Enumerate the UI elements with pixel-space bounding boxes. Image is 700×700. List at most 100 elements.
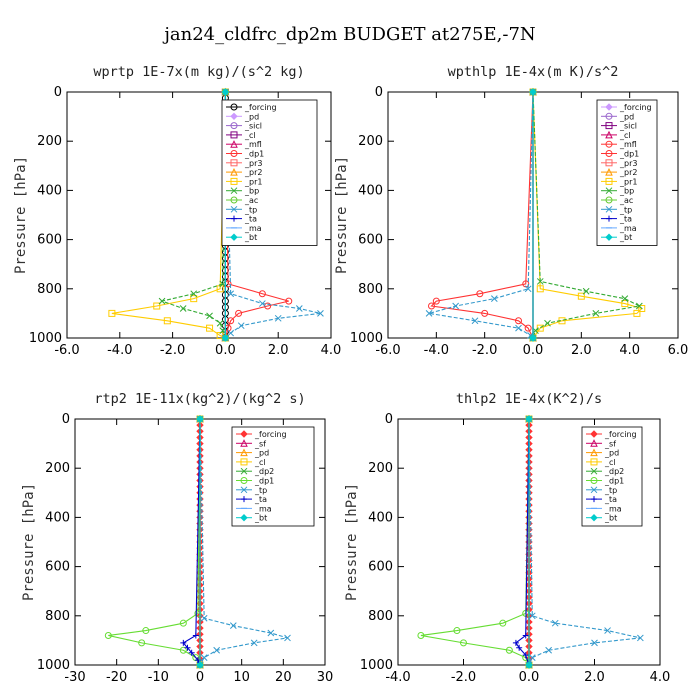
data-point [528,654,536,661]
data-point [425,310,433,317]
data-point [250,639,258,647]
data-point [505,646,513,654]
data-point [417,631,425,639]
legend: _forcing_pd_sicl_cl_mfl_dp1_pr3_pr2_pr1_… [596,99,658,246]
legend-marker [240,448,248,457]
data-point [219,280,227,288]
data-point [635,302,643,310]
legend-marker [230,167,238,176]
legend-entry: _ac [619,196,633,205]
x-tick-label: -6.0 [54,343,79,358]
legend-entry: _bp [619,187,634,196]
legend-entry: _ta [619,215,632,224]
legend-marker [605,233,613,241]
legend-entry: _bt [604,514,617,523]
panel-2: wpthlp 1E-4x(m K)/s^2 Pressure [hPa] -6.0 -… [334,64,688,358]
data-point [219,327,227,334]
legend-marker [230,122,238,130]
data-point [216,319,224,327]
legend-entry: _pr1 [619,177,637,186]
legend-entry: _bt [244,233,257,242]
data-point [544,319,551,327]
legend-entry: _ta [604,495,617,504]
data-point [452,302,460,310]
legend-marker [605,187,613,195]
legend-entry: _pr3 [244,159,262,168]
legend-marker [231,215,237,222]
data-point [545,646,553,654]
legend-marker [240,513,248,522]
data-point [490,295,498,302]
legend-marker [605,177,613,185]
y-tick-label: 600 [368,560,393,575]
y-tick-label: 0 [385,412,393,427]
x-tick-label: -6.0 [375,343,400,358]
series-dp1 [428,88,537,342]
x-tick-label: -4.0 [424,343,449,358]
legend-entry: _bt [254,514,267,523]
legend-entry: _ma [604,504,622,513]
data-point [200,614,208,622]
data-point [516,644,523,651]
data-point [633,309,641,317]
y-tick-label: 600 [358,233,383,248]
y-tick-label: 400 [45,510,70,525]
x-tick-label: 10 [233,670,250,685]
legend-entry: _ma [619,224,637,233]
legend-entry: _pr3 [619,159,637,168]
y-axis-label: Pressure [hPa] [344,483,360,601]
y-tick-label: 800 [45,609,70,624]
legend-entry: _sicl [619,122,637,131]
legend-entry: _tp [244,205,257,214]
panel-4: thlp2 1E-4x(K^2)/s Pressure [hPa] -4.0 -2.0… [344,391,670,685]
legend-entry: _pr2 [244,168,262,177]
legend-entry: _ma [254,504,272,513]
series-line [224,91,321,339]
legend-entry: _sf [604,439,616,448]
series-tp [425,88,537,342]
y-tick-label: 1000 [350,331,383,346]
panel-title: wprtp 1E-7x(m kg)/(s^2 kg) [93,64,304,80]
legend: _forcing_sf_pd_cl_dp2_dp1_tp_ta_ma_bt [581,426,643,527]
data-point [428,302,435,310]
legend-entry: _mfl [244,140,262,149]
y-tick-label: 1000 [37,658,70,673]
data-point [582,287,590,295]
legend-marker [605,150,613,157]
legend-marker [605,167,613,176]
legend-marker [240,430,248,438]
data-point [592,310,600,317]
series-tp [525,415,644,669]
legend-marker [230,196,238,204]
legend-marker [230,177,238,185]
data-point [476,290,484,298]
series-line [515,418,530,666]
data-point [604,627,611,634]
data-point [158,297,166,305]
legend-entry: _forcing [619,103,652,112]
data-point [227,317,235,325]
data-point [192,632,199,639]
y-tick-label: 400 [358,183,383,198]
legend-entry: _dp1 [619,150,639,159]
data-point [536,278,544,285]
data-point [213,646,221,654]
data-point [190,290,198,298]
legend-entry: _bt [619,233,632,242]
data-point [460,639,467,647]
y-tick-label: 800 [358,282,383,297]
y-tick-label: 200 [368,461,393,476]
data-point [481,309,489,317]
data-point [522,652,529,659]
panel-title: wpthlp 1E-4x(m K)/s^2 [448,64,619,80]
legend-entry: _pd [619,112,634,121]
x-tick-label: -2.0 [472,343,497,358]
legend-marker [590,430,598,438]
data-point [190,295,198,303]
y-tick-label: 200 [358,134,383,149]
legend-marker [591,496,597,503]
data-point [163,317,171,325]
x-tick-label: 2.0 [571,343,592,358]
legend-marker [590,486,598,494]
data-point [621,295,629,302]
